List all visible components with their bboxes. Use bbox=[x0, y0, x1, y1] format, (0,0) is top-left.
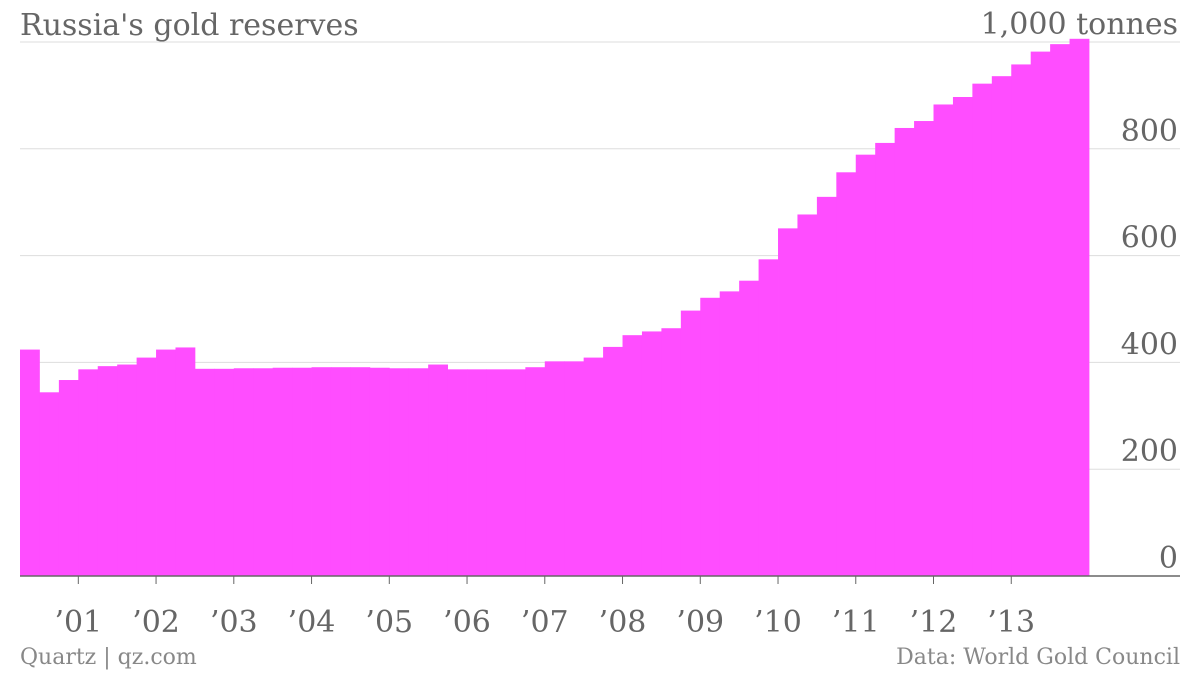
bar bbox=[622, 335, 643, 576]
bar bbox=[1011, 64, 1032, 577]
bar bbox=[447, 369, 468, 576]
bar bbox=[758, 259, 779, 576]
x-tick-label: ’13 bbox=[987, 605, 1035, 640]
bar bbox=[194, 368, 215, 576]
bar bbox=[914, 121, 934, 576]
bar bbox=[156, 349, 176, 576]
bar bbox=[972, 83, 993, 577]
bar bbox=[1030, 51, 1051, 577]
bar bbox=[389, 368, 410, 576]
data-source: Data: World Gold Council bbox=[896, 645, 1180, 670]
x-tick-label: ’11 bbox=[832, 605, 880, 640]
x-tick-label: ’09 bbox=[676, 605, 724, 640]
bar bbox=[292, 367, 312, 576]
bar bbox=[39, 392, 60, 576]
bar bbox=[136, 357, 157, 576]
bar bbox=[272, 367, 293, 576]
bar bbox=[700, 297, 721, 576]
x-tick-label: ’02 bbox=[132, 605, 180, 640]
bar bbox=[525, 367, 546, 576]
x-tick-label: ’10 bbox=[754, 605, 802, 640]
bar bbox=[816, 196, 837, 577]
x-tick-label: ’03 bbox=[210, 605, 258, 640]
y-tick-label: 800 bbox=[1121, 114, 1178, 149]
bar bbox=[117, 364, 138, 576]
x-tick-label: ’06 bbox=[443, 605, 491, 640]
bar bbox=[486, 369, 507, 576]
source-credit: Quartz | qz.com bbox=[20, 645, 197, 670]
bar bbox=[719, 291, 740, 576]
bar bbox=[991, 76, 1012, 577]
y-tick-label: 200 bbox=[1121, 434, 1178, 469]
bar bbox=[20, 349, 40, 576]
bar bbox=[1069, 38, 1090, 577]
bar bbox=[369, 367, 390, 576]
bar bbox=[661, 328, 682, 576]
bar bbox=[311, 367, 332, 576]
bar bbox=[97, 366, 118, 576]
bar bbox=[253, 368, 274, 576]
bar bbox=[894, 127, 915, 576]
bar bbox=[505, 369, 526, 576]
bar bbox=[641, 331, 662, 576]
bar bbox=[875, 142, 896, 576]
bar bbox=[467, 369, 487, 576]
bar bbox=[797, 214, 818, 577]
bar bbox=[350, 367, 371, 576]
bar bbox=[58, 380, 79, 576]
x-tick-label: ’08 bbox=[599, 605, 647, 640]
bar bbox=[778, 228, 798, 576]
chart-title: Russia's gold reserves bbox=[20, 8, 359, 43]
bar bbox=[544, 361, 565, 576]
x-tick-label: ’12 bbox=[910, 605, 958, 640]
x-tick-label: ’07 bbox=[521, 605, 569, 640]
bar bbox=[933, 104, 954, 576]
bar bbox=[1050, 44, 1070, 576]
bar bbox=[855, 154, 876, 577]
bar bbox=[408, 368, 429, 576]
x-tick-label: ’05 bbox=[365, 605, 413, 640]
x-tick-label: ’01 bbox=[54, 605, 102, 640]
bar bbox=[233, 368, 254, 576]
bar bbox=[78, 369, 99, 576]
bar bbox=[680, 310, 701, 576]
bar bbox=[836, 172, 857, 577]
bar bbox=[330, 367, 351, 576]
bar bbox=[603, 346, 623, 576]
x-axis-ticks: ’01 ’02 ’03 ’04 ’05 ’06 ’07 ’08 ’09 ’10 ’11 ’12 ’13 bbox=[54, 576, 1035, 640]
x-tick-label: ’04 bbox=[288, 605, 336, 640]
bar bbox=[583, 357, 604, 576]
bar bbox=[739, 280, 759, 576]
bar-series bbox=[20, 38, 1090, 577]
y-tick-label: 600 bbox=[1121, 221, 1178, 256]
y-tick-label: 1,000 tonnes bbox=[981, 7, 1178, 42]
bar bbox=[564, 361, 585, 576]
y-axis-ticks: 0 200 400 600 800 1,000 tonnes bbox=[981, 7, 1178, 576]
y-tick-label: 0 bbox=[1159, 541, 1178, 576]
y-tick-label: 400 bbox=[1121, 327, 1178, 362]
bar bbox=[214, 368, 235, 576]
bar bbox=[952, 97, 973, 576]
bar bbox=[428, 364, 448, 576]
bar bbox=[175, 347, 196, 576]
